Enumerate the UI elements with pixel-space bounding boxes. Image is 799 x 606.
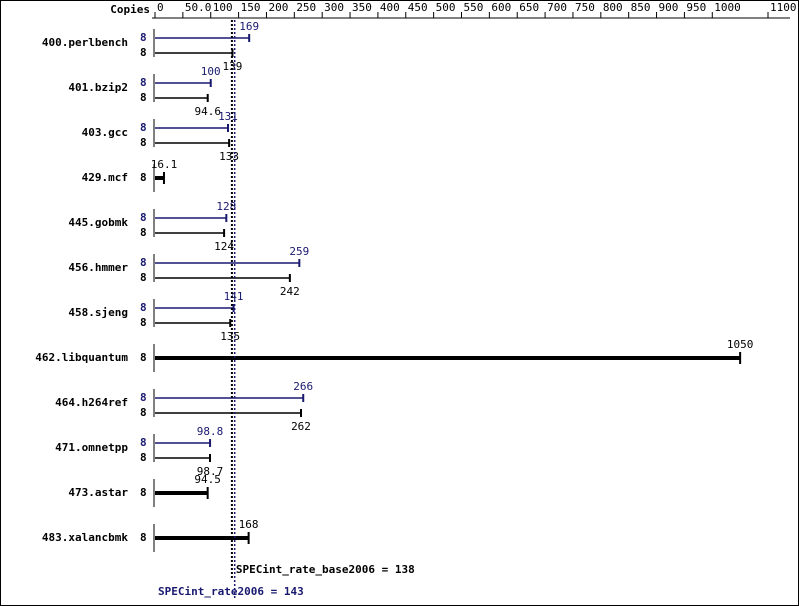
copies-label: 8 xyxy=(140,406,147,419)
value-label: 100 xyxy=(201,65,221,78)
value-label: 98.8 xyxy=(197,425,224,438)
benchmark-label: 471.omnetpp xyxy=(55,441,128,454)
x-tick-label: 400 xyxy=(380,1,400,14)
benchmark-label: 462.libquantum xyxy=(35,351,128,364)
x-tick-label: 950 xyxy=(686,1,706,14)
x-tick-label: 50.0 xyxy=(185,1,212,14)
value-label: 262 xyxy=(291,420,311,433)
copies-label: 8 xyxy=(140,351,147,364)
x-tick-label: 150 xyxy=(241,1,261,14)
value-label: 141 xyxy=(224,290,244,303)
value-label: 98.7 xyxy=(197,465,224,478)
value-label: 169 xyxy=(239,20,259,33)
x-tick-label: 800 xyxy=(603,1,623,14)
benchmark-label: 403.gcc xyxy=(82,126,128,139)
x-tick-label: 100 xyxy=(213,1,233,14)
copies-label: 8 xyxy=(140,271,147,284)
x-label: Copies xyxy=(110,3,150,16)
benchmark-label: 483.xalancbmk xyxy=(42,531,128,544)
x-tick-label: 500 xyxy=(436,1,456,14)
copies-label: 8 xyxy=(140,46,147,59)
value-label: 94.6 xyxy=(194,105,221,118)
reference-label: SPECint_rate2006 = 143 xyxy=(158,585,304,598)
copies-label: 8 xyxy=(140,76,147,89)
copies-label: 8 xyxy=(140,391,147,404)
benchmark-label: 400.perlbench xyxy=(42,36,128,49)
copies-label: 8 xyxy=(140,486,147,499)
copies-label: 8 xyxy=(140,451,147,464)
value-label: 139 xyxy=(223,60,243,73)
copies-label: 8 xyxy=(140,226,147,239)
copies-label: 8 xyxy=(140,531,147,544)
value-label: 135 xyxy=(220,330,240,343)
x-tick-label: 250 xyxy=(296,1,316,14)
benchmark-label: 445.gobmk xyxy=(68,216,128,229)
x-tick-label: 450 xyxy=(408,1,428,14)
x-tick-label: 750 xyxy=(575,1,595,14)
copies-label: 8 xyxy=(140,31,147,44)
copies-label: 8 xyxy=(140,301,147,314)
value-label: 266 xyxy=(293,380,313,393)
copies-label: 8 xyxy=(140,171,147,184)
x-tick-label: 350 xyxy=(352,1,372,14)
benchmark-label: 429.mcf xyxy=(82,171,128,184)
copies-label: 8 xyxy=(140,91,147,104)
x-tick-label: 300 xyxy=(324,1,344,14)
value-label: 94.5 xyxy=(194,473,221,486)
value-label: 1050 xyxy=(727,338,754,351)
copies-label: 8 xyxy=(140,316,147,329)
x-tick-label: 0 xyxy=(157,1,164,14)
x-tick-label: 900 xyxy=(659,1,679,14)
benchmark-label: 473.astar xyxy=(68,486,128,499)
x-tick-label: 600 xyxy=(491,1,511,14)
x-tick-label: 1100 xyxy=(770,1,797,14)
benchmark-label: 464.h264ref xyxy=(55,396,128,409)
value-label: 259 xyxy=(289,245,309,258)
value-label: 133 xyxy=(219,150,239,163)
copies-label: 8 xyxy=(140,121,147,134)
x-tick-label: 200 xyxy=(268,1,288,14)
value-label: 168 xyxy=(239,518,259,531)
value-label: 124 xyxy=(214,240,234,253)
copies-label: 8 xyxy=(140,136,147,149)
x-tick-label: 550 xyxy=(464,1,484,14)
copies-label: 8 xyxy=(140,256,147,269)
benchmark-label: 456.hmmer xyxy=(68,261,128,274)
x-tick-label: 650 xyxy=(519,1,539,14)
copies-label: 8 xyxy=(140,211,147,224)
x-tick-label: 700 xyxy=(547,1,567,14)
value-label: 242 xyxy=(280,285,300,298)
x-tick-label: 1000 xyxy=(714,1,741,14)
benchmark-label: 458.sjeng xyxy=(68,306,128,319)
copies-label: 8 xyxy=(140,436,147,449)
value-label: 131 xyxy=(218,110,238,123)
benchmark-label: 401.bzip2 xyxy=(68,81,128,94)
x-tick-label: 850 xyxy=(631,1,651,14)
value-label: 128 xyxy=(216,200,236,213)
value-label: 16.1 xyxy=(151,158,178,171)
reference-label: SPECint_rate_base2006 = 138 xyxy=(236,563,415,576)
